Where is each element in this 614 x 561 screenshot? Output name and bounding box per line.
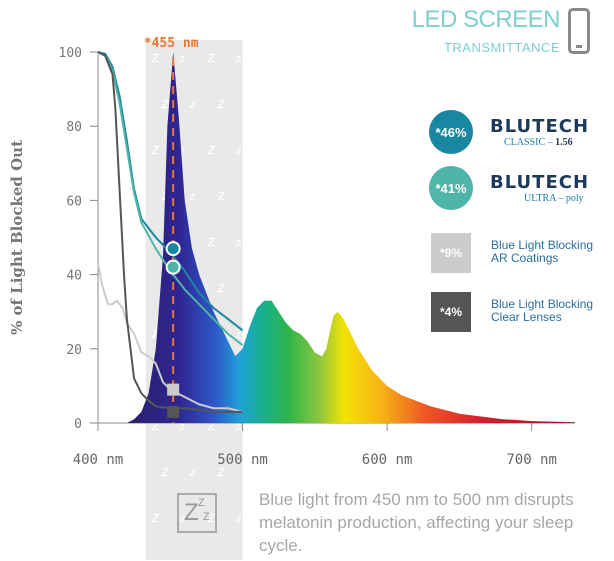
transmittance-subtitle: TRANSMITTANCE	[443, 40, 560, 55]
brand-ultra-sub: ULTRA – poly	[524, 193, 584, 204]
peak-label: *455 nm	[144, 36, 199, 51]
band-pattern-z: z	[179, 53, 186, 65]
legend-badge-ultra: *41%	[429, 166, 473, 210]
band-pattern-z: z	[235, 513, 242, 525]
marker-square-3	[167, 405, 180, 418]
brand-blutech-classic: BLUTECH	[490, 116, 590, 137]
sleep-zzz-icon: Z Z Z	[177, 493, 217, 533]
y-tick-label: 60	[66, 194, 82, 209]
band-pattern-z: z	[245, 467, 252, 479]
band-pattern-z: z	[151, 141, 160, 158]
y-tick-label: 80	[66, 120, 82, 135]
y-tick-label: 20	[66, 343, 82, 358]
band-pattern-z: z	[189, 191, 196, 203]
band-pattern-z: z	[151, 509, 160, 526]
band-pattern-z: z	[235, 421, 242, 433]
band-pattern-z: z	[207, 141, 216, 158]
x-tick-label: 500 nm	[217, 452, 268, 468]
series-line-2	[97, 263, 243, 413]
band-pattern-z: z	[245, 99, 252, 111]
band-pattern-z: z	[217, 187, 226, 204]
x-tick-label: 700 nm	[506, 452, 557, 468]
band-pattern-z: z	[235, 53, 242, 65]
band-pattern-z: z	[151, 49, 160, 66]
band-pattern-z: z	[207, 417, 216, 434]
band-pattern-z: z	[235, 237, 242, 249]
legend-badge-clear: *4%	[431, 292, 471, 332]
series-line-3	[97, 51, 243, 413]
x-tick-label: 400 nm	[73, 452, 124, 468]
melatonin-footnote: Blue light from 450 nm to 500 nm disrupt…	[259, 490, 574, 555]
legend-clear-label: Blue Light Blocking Clear Lenses	[491, 297, 594, 324]
band-pattern-z: z	[217, 95, 226, 112]
band-pattern-z: z	[151, 417, 160, 434]
led-screen-title: LED SCREEN	[411, 6, 561, 33]
band-pattern-z: z	[179, 513, 186, 525]
y-tick-label: 100	[59, 46, 82, 61]
band-pattern-z: z	[235, 145, 242, 157]
brand-blutech-ultra: BLUTECH	[490, 172, 590, 193]
band-pattern-z: z	[151, 233, 160, 250]
y-tick-label: 0	[74, 417, 82, 432]
marker-square-2	[167, 383, 180, 396]
band-pattern-z: z	[207, 49, 216, 66]
band-pattern-z: z	[161, 463, 170, 480]
brand-classic-sub: CLASSIC – 1.56	[504, 137, 573, 148]
band-pattern-z: z	[151, 325, 160, 342]
band-pattern-z: z	[179, 145, 186, 157]
band-pattern-z: z	[161, 95, 170, 112]
band-pattern-z: z	[207, 509, 216, 526]
band-pattern-z: z	[217, 463, 226, 480]
band-pattern-z: z	[245, 191, 252, 203]
smartphone-icon	[568, 8, 590, 54]
legend-ar-label: Blue Light Blocking AR Coatings	[491, 238, 594, 265]
band-pattern-z: z	[189, 467, 196, 479]
band-pattern-z: z	[235, 329, 242, 341]
band-pattern-z: z	[245, 283, 252, 295]
marker-circle-1	[165, 259, 181, 275]
band-pattern-z: z	[179, 421, 186, 433]
band-pattern-z: z	[189, 99, 196, 111]
series-line-1	[97, 51, 244, 346]
legend-badge-ar: *9%	[431, 233, 471, 273]
y-tick-label: 40	[66, 269, 82, 284]
band-pattern-z: z	[217, 279, 226, 296]
y-axis-label: % of Light Blocked Out	[8, 140, 26, 335]
x-tick-label: 600 nm	[362, 452, 413, 468]
legend-badge-classic: *46%	[429, 110, 473, 154]
marker-circle-0	[165, 241, 181, 257]
band-pattern-z: z	[207, 233, 216, 250]
